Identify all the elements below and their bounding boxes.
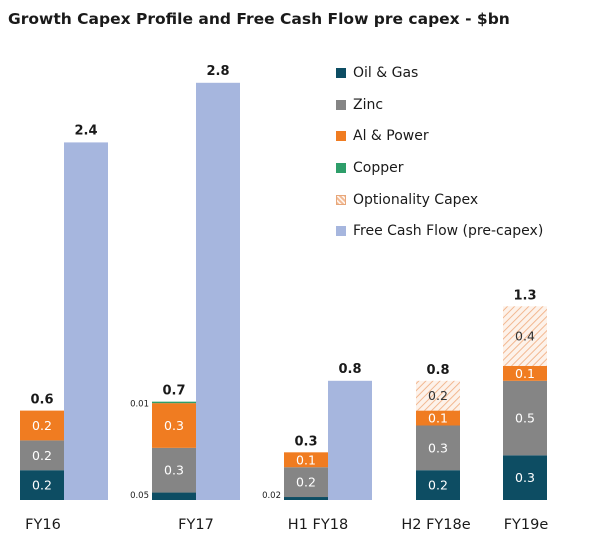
- data-label: 0.5: [515, 411, 535, 426]
- bar-optionality-h2-fy18e: [416, 380, 460, 411]
- data-label: 0.02: [262, 491, 281, 501]
- legend-item: Free Cash Flow (pre-capex): [336, 215, 543, 247]
- legend-swatch: [336, 131, 346, 142]
- data-label: 0.1: [296, 452, 316, 467]
- x-tick-label: FY19e: [504, 517, 549, 533]
- legend-item: Oil & Gas: [336, 57, 543, 89]
- x-tick-label: FY16: [25, 517, 61, 533]
- total-label: 0.7: [162, 384, 185, 399]
- data-label: 0.2: [296, 475, 316, 490]
- bar-al_power-fy17: [152, 403, 196, 448]
- legend-label: Al & Power: [353, 128, 429, 145]
- bar-al_power-h1-fy18: [284, 452, 328, 468]
- bar-al_power-fy16: [20, 410, 64, 441]
- bar-al_power-h2-fy18e: [416, 410, 460, 426]
- legend-swatch: [336, 226, 346, 237]
- bar-oil_gas-h1-fy18: [284, 497, 328, 500]
- bar-copper-fy17: [152, 401, 196, 404]
- bar-oil_gas-fy17: [152, 492, 196, 500]
- bar-zinc-fy17: [152, 447, 196, 493]
- data-label: 0.2: [32, 478, 52, 493]
- legend-swatch: [336, 194, 346, 205]
- fcf-total-label: 2.4: [74, 123, 97, 138]
- data-label: 0.2: [32, 418, 52, 433]
- total-label: 1.3: [513, 288, 536, 303]
- legend-item: Optionality Capex: [336, 184, 543, 216]
- bar-optionality-fy19e: [503, 306, 547, 366]
- data-label: 0.01: [130, 400, 149, 410]
- bar-zinc-h2-fy18e: [416, 425, 460, 471]
- legend-item: Al & Power: [336, 120, 543, 152]
- legend-swatch: [336, 162, 346, 173]
- legend-item: Zinc: [336, 89, 543, 121]
- total-label: 0.6: [30, 393, 53, 408]
- bar-fcf-fy17: [196, 82, 240, 501]
- total-label: 0.8: [426, 363, 449, 378]
- chart-title: Growth Capex Profile and Free Cash Flow …: [8, 10, 510, 28]
- legend-item: Copper: [336, 152, 543, 184]
- bar-oil_gas-fy16: [20, 470, 64, 500]
- x-tick-label: FY17: [178, 517, 214, 533]
- data-label: 0.4: [515, 329, 535, 344]
- legend-label: Zinc: [353, 96, 384, 113]
- total-label: 0.3: [294, 434, 317, 449]
- bar-zinc-fy16: [20, 440, 64, 471]
- data-label: 0.3: [164, 463, 184, 478]
- fcf-total-label: 0.8: [338, 362, 361, 377]
- data-label: 0.2: [32, 448, 52, 463]
- legend-label: Copper: [353, 159, 404, 176]
- bar-fcf-fy16: [64, 142, 108, 500]
- data-label: 0.05: [130, 491, 149, 501]
- x-tick-label: H2 FY18e: [401, 517, 470, 533]
- bar-al_power-fy19e: [503, 365, 547, 381]
- legend-label: Oil & Gas: [353, 64, 419, 81]
- legend-swatch: [336, 99, 346, 110]
- bar-oil_gas-fy19e: [503, 455, 547, 500]
- bar-zinc-h1-fy18: [284, 467, 328, 498]
- bar-zinc-fy19e: [503, 380, 547, 456]
- data-label: 0.3: [164, 418, 184, 433]
- data-label: 0.3: [428, 440, 448, 455]
- data-label: 0.2: [428, 478, 448, 493]
- data-label: 0.3: [515, 470, 535, 485]
- data-label: 0.1: [515, 366, 535, 381]
- legend-swatch: [336, 67, 346, 78]
- data-label: 0.2: [428, 388, 448, 403]
- x-tick-label: H1 FY18: [288, 517, 348, 533]
- legend-label: Free Cash Flow (pre-capex): [353, 223, 544, 240]
- bar-fcf-h1-fy18: [328, 380, 372, 500]
- legend: Oil & Gas Zinc Al & Power Copper Optionality…: [336, 57, 543, 247]
- data-label: 0.1: [428, 411, 448, 426]
- fcf-total-label: 2.8: [206, 64, 229, 79]
- legend-label: Optionality Capex: [353, 191, 479, 208]
- bar-oil_gas-h2-fy18e: [416, 470, 460, 500]
